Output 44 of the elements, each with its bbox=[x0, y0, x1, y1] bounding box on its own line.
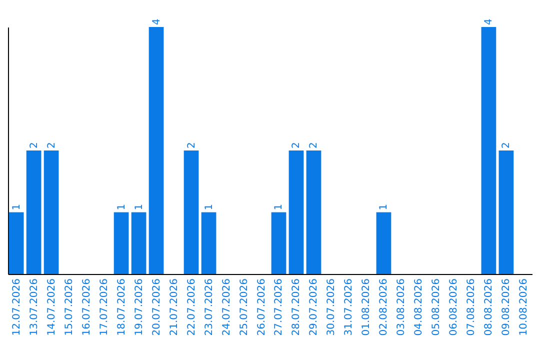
x-tick-label: 10.08.2026 bbox=[518, 278, 530, 336]
data-label: 1 bbox=[274, 204, 285, 210]
data-label: 4 bbox=[484, 18, 495, 25]
x-tick-label: 20.07.2026 bbox=[151, 278, 162, 336]
x-tick-label: 17.07.2026 bbox=[98, 278, 110, 336]
x-tick-label: 06.08.2026 bbox=[448, 278, 460, 336]
data-label: 1 bbox=[11, 204, 22, 210]
data-label: 4 bbox=[151, 18, 162, 25]
x-tick-label: 19.07.2026 bbox=[134, 278, 145, 336]
x-tick-label: 05.08.2026 bbox=[431, 278, 442, 336]
x-tick-label: 26.07.2026 bbox=[256, 278, 268, 336]
x-tick-label: 21.07.2026 bbox=[168, 278, 180, 336]
data-label: 1 bbox=[116, 204, 128, 210]
data-label: 2 bbox=[28, 142, 40, 148]
x-tick-label: 27.07.2026 bbox=[274, 278, 285, 336]
x-tick-label: 08.08.2026 bbox=[484, 278, 495, 336]
x-tick-label: 29.07.2026 bbox=[308, 278, 320, 336]
x-tick-label: 28.07.2026 bbox=[291, 278, 302, 336]
data-label: 2 bbox=[308, 142, 320, 148]
x-tick-label: 30.07.2026 bbox=[326, 278, 338, 336]
x-tick-label: 15.07.2026 bbox=[64, 278, 75, 336]
x-tick-label: 03.08.2026 bbox=[396, 278, 408, 336]
x-tick-label: 13.07.2026 bbox=[28, 278, 40, 336]
x-tick-label: 02.08.2026 bbox=[378, 278, 390, 336]
x-tick-label: 07.08.2026 bbox=[466, 278, 478, 336]
x-tick-label: 25.07.2026 bbox=[238, 278, 250, 336]
data-label: 2 bbox=[186, 142, 198, 148]
x-tick-label: 09.08.2026 bbox=[501, 278, 512, 336]
x-tick-label: 04.08.2026 bbox=[414, 278, 425, 336]
data-label: 1 bbox=[378, 204, 390, 210]
data-label: 2 bbox=[291, 142, 302, 148]
x-tick-label: 16.07.2026 bbox=[81, 278, 92, 336]
data-label: 2 bbox=[46, 142, 58, 148]
x-tick-label: 12.07.2026 bbox=[11, 278, 22, 336]
x-tick-label: 01.08.2026 bbox=[361, 278, 372, 336]
data-label: 2 bbox=[501, 142, 512, 148]
data-label: 1 bbox=[134, 204, 145, 210]
x-tick-label: 31.07.2026 bbox=[344, 278, 355, 336]
x-tick-label: 14.07.2026 bbox=[46, 278, 58, 336]
x-tick-label: 18.07.2026 bbox=[116, 278, 128, 336]
x-tick-label: 22.07.2026 bbox=[186, 278, 198, 336]
x-tick-label: 24.07.2026 bbox=[221, 278, 232, 336]
data-label: 1 bbox=[204, 204, 215, 210]
x-tick-label: 23.07.2026 bbox=[204, 278, 215, 336]
